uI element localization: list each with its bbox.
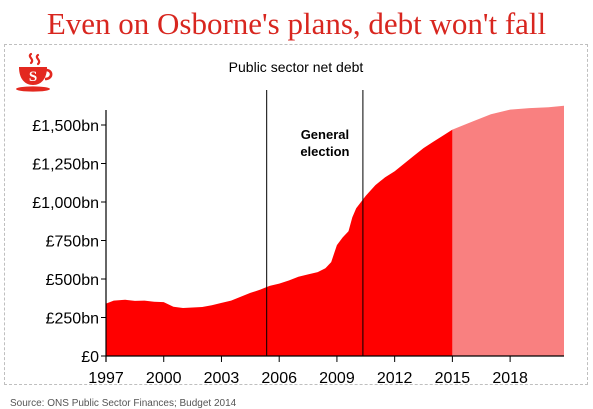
- x-tick-label: 2015: [435, 370, 471, 387]
- chart-frame: [4, 44, 588, 385]
- y-tick-label: £0: [81, 349, 99, 366]
- chart-title: Public sector net debt: [229, 59, 364, 75]
- steam-icon: [28, 52, 41, 66]
- x-tick-label: 2018: [492, 370, 528, 387]
- logo-letter: S: [29, 69, 37, 85]
- x-tick-label: 2006: [261, 370, 297, 387]
- cup-handle: [44, 68, 53, 81]
- y-tick-label: £1,250bn: [32, 157, 99, 174]
- area-series-forecast: [452, 105, 564, 356]
- page-title: Even on Osborne's plans, debt won't fall: [46, 6, 547, 41]
- cup-body: [19, 67, 47, 85]
- area-series-actual: [106, 129, 453, 356]
- x-tick-label: 2012: [377, 370, 413, 387]
- source-note: Source: ONS Public Sector Finances; Budg…: [10, 398, 237, 409]
- y-tick-label: £250bn: [46, 311, 99, 328]
- y-tick-label: £500bn: [46, 272, 99, 289]
- x-tick-label: 1997: [88, 370, 124, 387]
- y-tick-label: £1,000bn: [32, 195, 99, 212]
- y-tick-label: £750bn: [46, 234, 99, 251]
- teacup-s-icon: S: [16, 52, 53, 92]
- saucer: [16, 86, 50, 92]
- x-tick-label: 2003: [204, 370, 240, 387]
- plot-area: General election £0 £250bn £500bn £750bn £1,00…: [32, 90, 564, 387]
- x-tick-label: 2000: [146, 370, 182, 387]
- x-tick-label: 2009: [319, 370, 355, 387]
- annotation-general-election: election: [300, 144, 349, 159]
- y-tick-label: £1,500bn: [32, 118, 99, 135]
- annotation-general-election: General: [301, 127, 349, 142]
